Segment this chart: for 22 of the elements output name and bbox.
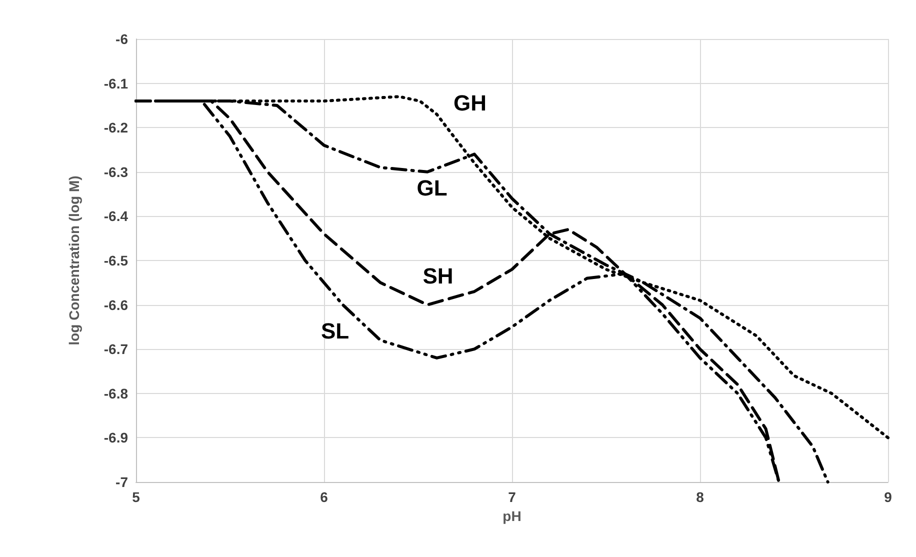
y-axis-title: log Concentration (log M) xyxy=(66,176,82,346)
y-tick-label: -6.7 xyxy=(104,341,128,358)
y-tick-label: -6 xyxy=(116,31,128,47)
y-tick-label: -6.3 xyxy=(104,164,128,180)
y-tick-label: -7 xyxy=(116,474,128,490)
annotation: GL xyxy=(416,176,448,200)
annotation: SH xyxy=(422,264,454,288)
x-tick-label: 9 xyxy=(884,489,892,505)
annotation: SL xyxy=(320,318,350,344)
x-axis-title: pH xyxy=(502,508,522,524)
annotation: GH xyxy=(454,90,486,116)
y-tick-label: -6.9 xyxy=(104,430,128,446)
y-tick-label: -6.1 xyxy=(104,75,128,92)
y-tick-label: -6.2 xyxy=(104,120,128,136)
x-tick-label: 8 xyxy=(696,489,704,505)
y-tick-label: -6.4 xyxy=(104,208,128,224)
y-tick-label: -6.5 xyxy=(104,252,128,268)
y-tick-label: -6.8 xyxy=(104,385,128,402)
y-tick-label: -6.6 xyxy=(104,296,128,313)
x-tick-label: 5 xyxy=(132,489,140,505)
x-tick-label: 6 xyxy=(320,489,328,505)
x-tick-label: 7 xyxy=(508,489,516,505)
